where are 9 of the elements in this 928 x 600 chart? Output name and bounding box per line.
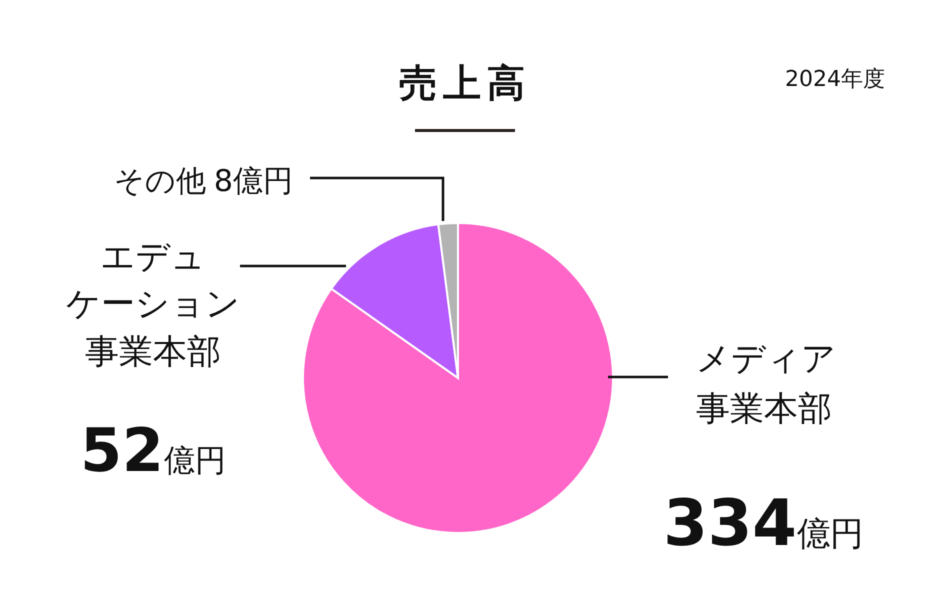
slice-label: エデュケーション事業本部 bbox=[66, 237, 240, 372]
data-label: 334億円 bbox=[663, 487, 863, 561]
data-label: 52億円 bbox=[80, 416, 226, 486]
chart-title: 売上高 bbox=[399, 61, 531, 105]
slice-label: メディア事業本部 bbox=[696, 339, 836, 429]
data-label: 8億円 bbox=[214, 164, 293, 199]
chart-subtitle: 2024年度 bbox=[785, 67, 885, 92]
pie-slice bbox=[302, 222, 614, 534]
slice-label: その他 bbox=[114, 164, 206, 199]
